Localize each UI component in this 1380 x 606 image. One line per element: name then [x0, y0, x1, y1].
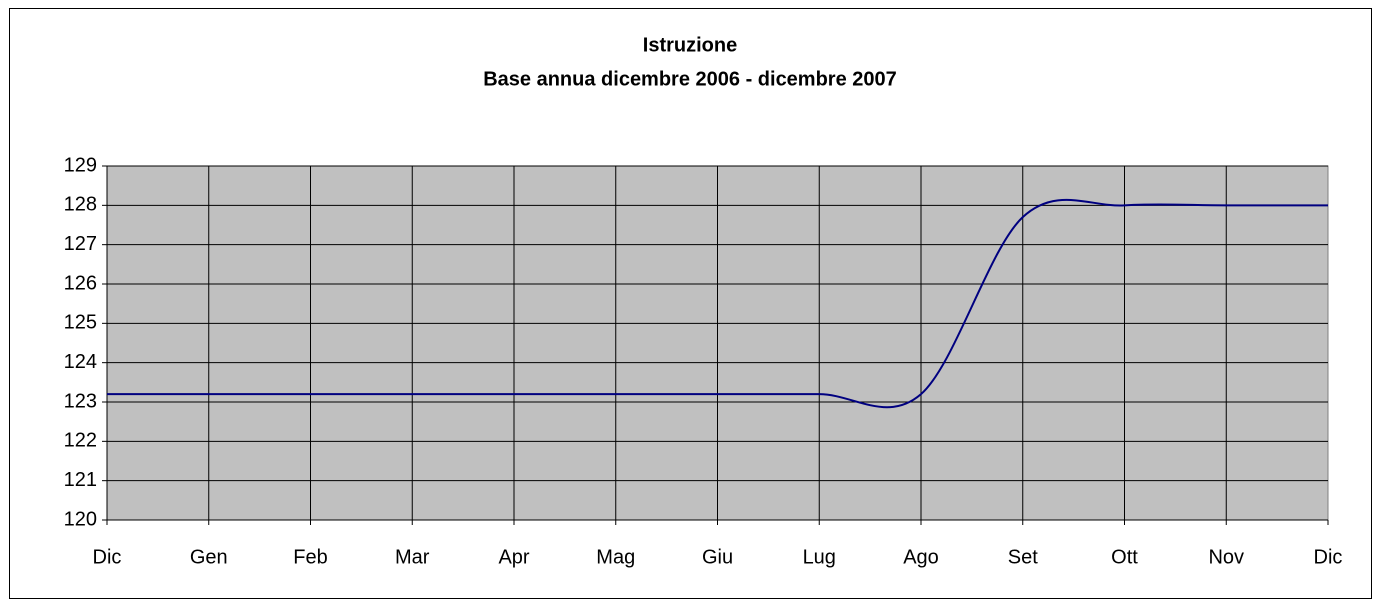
y-tick-label: 126: [64, 272, 97, 294]
x-tick-label: Mar: [395, 546, 430, 568]
x-tick-label: Dic: [1314, 546, 1343, 568]
y-tick-label: 128: [64, 194, 97, 216]
x-tick-label: Ago: [903, 546, 939, 568]
x-tick-label: Nov: [1208, 546, 1244, 568]
y-tick-label: 127: [64, 233, 97, 255]
x-tick-label: Lug: [803, 546, 836, 568]
chart-subtitle: Base annua dicembre 2006 - dicembre 2007: [483, 68, 897, 90]
y-tick-label: 120: [64, 508, 97, 530]
data-line: [107, 198, 1328, 409]
y-tick-label: 121: [64, 469, 97, 491]
x-tick-label: Set: [1008, 546, 1038, 568]
chart-title: Istruzione: [643, 34, 737, 56]
x-tick-label: Giu: [702, 546, 733, 568]
y-tick-label: 124: [64, 351, 97, 373]
y-tick-label: 122: [64, 430, 97, 452]
y-tick-label: 129: [64, 154, 97, 176]
y-tick-label: 123: [64, 390, 97, 412]
x-tick-label: Apr: [498, 546, 529, 568]
x-tick-label: Dic: [93, 546, 122, 568]
x-tick-label: Gen: [190, 546, 228, 568]
x-tick-label: Mag: [596, 546, 635, 568]
y-tick-label: 125: [64, 312, 97, 334]
x-tick-label: Feb: [293, 546, 327, 568]
x-tick-label: Ott: [1111, 546, 1138, 568]
